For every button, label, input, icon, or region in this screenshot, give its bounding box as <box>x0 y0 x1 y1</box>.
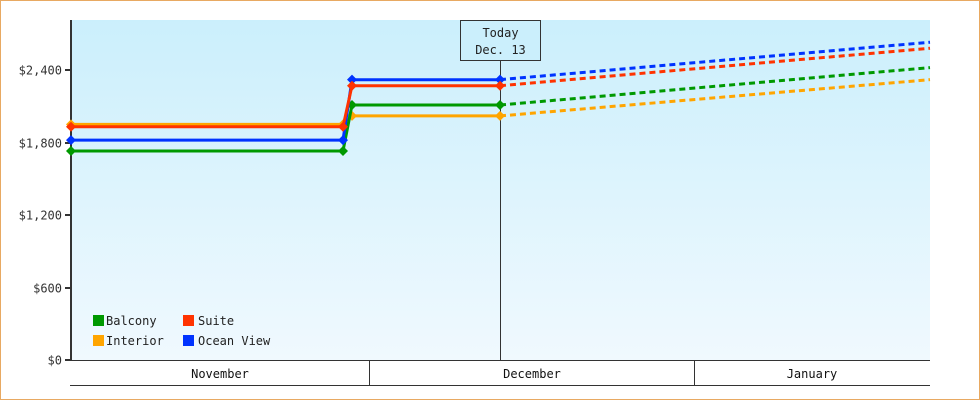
legend-swatch-interior <box>93 335 104 346</box>
series-line-suite <box>71 84 500 129</box>
data-point-balcony[interactable] <box>338 145 348 156</box>
legend-swatch-balcony <box>93 315 104 326</box>
series-line-balcony <box>71 103 500 153</box>
legend-label-ocean-view: Ocean View <box>198 334 271 348</box>
legend-label-suite: Suite <box>198 314 234 328</box>
legend-label-balcony: Balcony <box>106 314 157 328</box>
data-point-suite[interactable] <box>338 121 348 132</box>
legend: Balcony Suite Interior Ocean View <box>93 314 271 348</box>
series-layer <box>66 40 931 156</box>
y-tick-label: $600 <box>33 282 62 296</box>
legend-swatch-ocean-view <box>183 335 194 346</box>
series-projection-ocean-view <box>499 40 931 82</box>
y-tick-label: $1,800 <box>19 137 62 151</box>
today-date: Dec. 13 <box>475 43 526 57</box>
data-point-ocean-view[interactable] <box>347 74 357 85</box>
data-point-ocean-view[interactable] <box>338 135 348 146</box>
data-point-balcony[interactable] <box>495 100 505 111</box>
data-point-balcony[interactable] <box>66 145 76 156</box>
data-point-suite[interactable] <box>66 121 76 132</box>
today-label: Today <box>482 26 518 40</box>
today-marker-box <box>460 20 541 61</box>
legend-swatch-suite <box>183 315 194 326</box>
month-label-december: December <box>503 367 561 381</box>
y-tick-label: $1,200 <box>19 209 62 223</box>
month-label-november: November <box>191 367 249 381</box>
data-point-suite[interactable] <box>495 80 505 91</box>
data-point-ocean-view[interactable] <box>66 135 76 146</box>
data-point-suite[interactable] <box>347 80 357 91</box>
legend-label-interior: Interior <box>106 334 164 348</box>
month-label-january: January <box>787 367 838 381</box>
data-point-interior[interactable] <box>495 110 505 121</box>
series-line-interior <box>71 114 500 126</box>
y-tick-label: $2,400 <box>19 64 62 78</box>
series-projection-balcony <box>499 66 931 107</box>
y-axis-ticks: $2,400 $1,800 $1,200 $600 $0 <box>19 64 71 368</box>
series-projection-suite <box>499 46 931 88</box>
y-tick-label: $0 <box>48 354 62 368</box>
series-projection-interior <box>499 78 931 118</box>
data-point-ocean-view[interactable] <box>495 74 505 85</box>
